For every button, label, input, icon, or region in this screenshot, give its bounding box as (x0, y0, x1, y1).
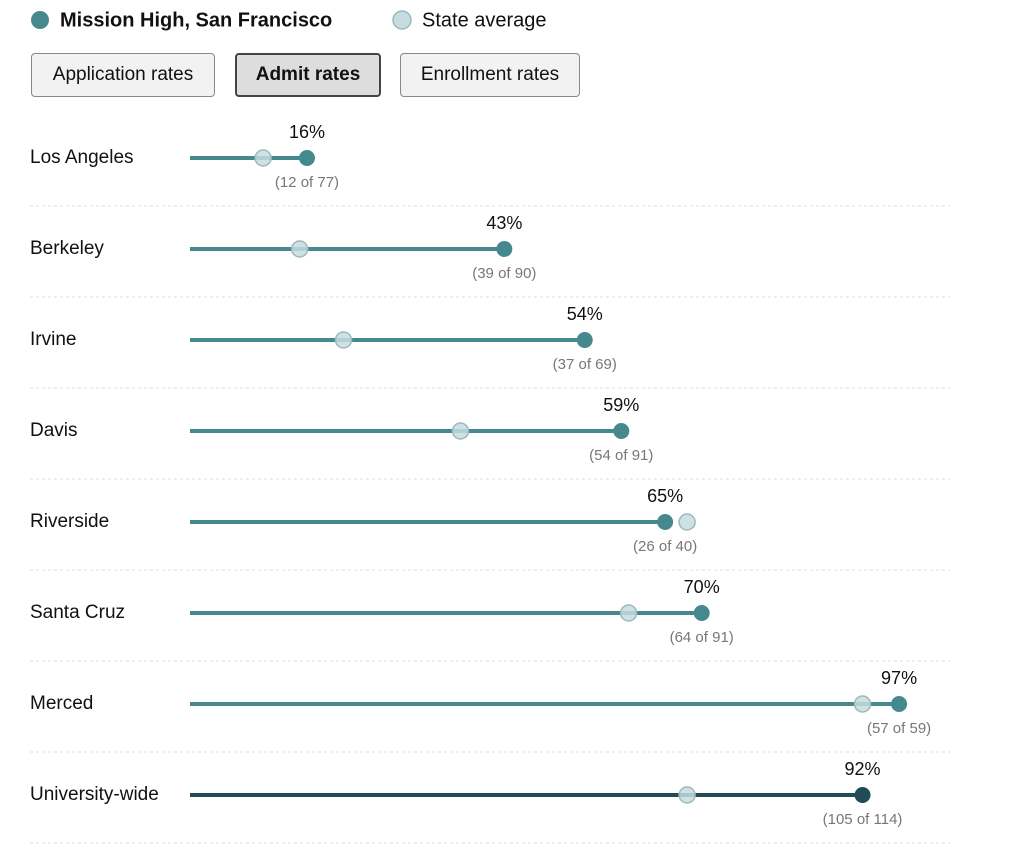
value-label: 16% (289, 122, 325, 142)
legend-label: State average (422, 9, 547, 31)
category-label: Davis (30, 420, 78, 441)
state-dot (451, 422, 470, 440)
count-label: (12 of 77) (275, 174, 339, 191)
legend-marker (392, 10, 412, 30)
count-label: (54 of 91) (589, 447, 653, 464)
state-dot (678, 513, 696, 531)
state-dot (334, 331, 353, 349)
state-dot (290, 240, 309, 258)
category-label: Los Angeles (30, 147, 134, 168)
legend-marker (31, 11, 49, 29)
category-label: Riverside (30, 511, 109, 532)
school-dot (891, 696, 908, 712)
category-label: Santa Cruz (30, 602, 125, 623)
school-dot (657, 514, 674, 530)
count-label: (64 of 91) (670, 629, 734, 646)
count-label: (57 of 59) (867, 720, 931, 737)
category-label: University-wide (30, 784, 159, 805)
school-dot (496, 241, 513, 257)
value-label: 43% (486, 213, 522, 233)
category-label: Irvine (30, 329, 76, 350)
count-label: (37 of 69) (553, 356, 617, 373)
value-label: 65% (647, 486, 683, 506)
school-dot (298, 150, 315, 166)
value-label: 97% (881, 668, 917, 688)
category-label: Berkeley (30, 238, 104, 259)
value-label: 59% (603, 395, 639, 415)
school-dot (854, 787, 871, 803)
value-label: 54% (567, 304, 603, 324)
count-label: (26 of 40) (633, 538, 697, 555)
state-dot (254, 149, 272, 167)
value-label: 70% (684, 577, 720, 597)
count-label: (39 of 90) (472, 265, 536, 282)
school-dot (693, 605, 710, 621)
state-dot (853, 695, 872, 713)
state-dot (678, 786, 696, 804)
state-dot (619, 604, 638, 622)
school-dot (576, 332, 593, 348)
value-label: 92% (845, 759, 881, 779)
category-label: Merced (30, 693, 93, 714)
tab-button[interactable]: Admit rates (235, 53, 381, 97)
tab-button[interactable]: Enrollment rates (400, 53, 580, 97)
school-dot (613, 423, 630, 439)
count-label: (105 of 114) (823, 811, 903, 828)
tab-button[interactable]: Application rates (31, 53, 215, 97)
legend-label: Mission High, San Francisco (60, 9, 332, 31)
